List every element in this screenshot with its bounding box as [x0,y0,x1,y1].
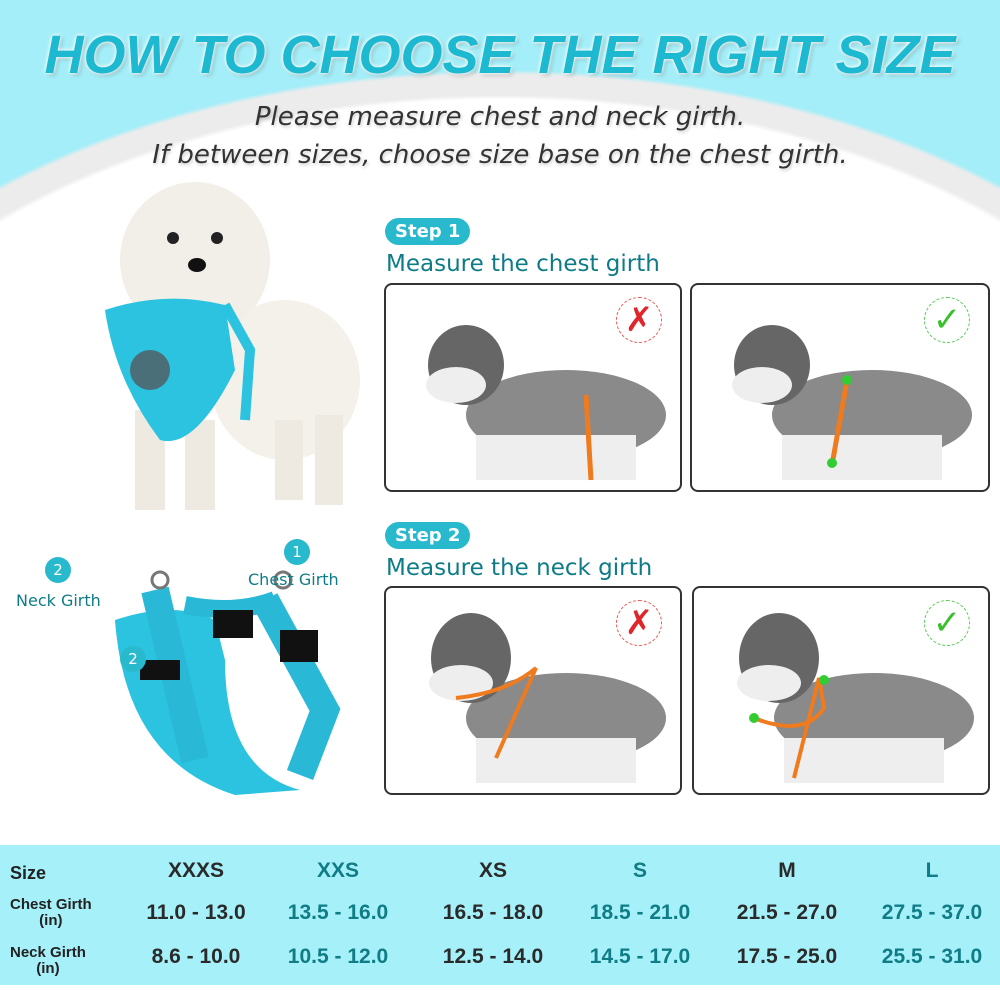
chest-girth-value: 11.0 - 13.0 [146,901,246,924]
neck-girth-value: 17.5 - 25.0 [736,945,838,968]
size-header: S [632,859,647,882]
row-label-size: Size [10,863,47,883]
neck-wrong-panel: ✗ [384,586,682,795]
neck-girth-value: 25.5 - 31.0 [881,945,983,968]
size-header: M [778,859,796,882]
size-header: XXS [316,859,360,882]
size-chart-table: Size Chest Girth (in) Neck Girth (in) XX… [0,845,1000,985]
red-x-icon: ✗ [616,600,662,646]
harness-product-image [115,570,341,795]
chest-girth-value: 18.5 - 21.0 [589,901,691,924]
neck-girth-value: 8.6 - 10.0 [151,945,241,968]
size-header: XXXS [167,859,225,882]
size-header: L [925,859,939,882]
row-label-chest: Chest Girth (in) [10,896,92,929]
neck-girth-value: 14.5 - 17.0 [589,945,691,968]
step-2-heading: Measure the neck girth [386,555,653,581]
chest-girth-value: 13.5 - 16.0 [287,901,389,924]
dog-photo [737,613,974,783]
chest-girth-value: 27.5 - 37.0 [881,901,983,924]
neck-correct-panel: ✓ [692,586,990,795]
step-2-badge: Step 2 [385,522,471,549]
size-header: XS [478,859,507,882]
dog-photo [732,325,972,480]
red-x-icon: ✗ [616,297,662,343]
neck-girth-value: 12.5 - 14.0 [442,945,544,968]
subtitle-line-1: Please measure chest and neck girth. [254,102,746,132]
chest-girth-label: Chest Girth [248,570,339,589]
page-title: HOW TO CHOOSE THE RIGHT SIZE [44,25,956,85]
green-check-icon: ✓ [924,600,970,646]
chest-correct-panel: ✓ [690,283,990,492]
dog-photo [426,325,666,481]
chest-wrong-panel: ✗ [384,283,682,492]
neck-girth-number: 2 [45,557,71,583]
step-1-heading: Measure the chest girth [386,251,660,277]
chest-girth-value: 16.5 - 18.0 [442,901,544,924]
neck-girth-value: 10.5 - 12.0 [287,945,389,968]
chest-girth-value: 21.5 - 27.0 [736,901,838,924]
subtitle-line-2: If between sizes, choose size base on th… [152,140,848,170]
row-label-neck: Neck Girth (in) [10,944,86,977]
dog-photo [429,613,666,783]
neck-marker-number: 2 [120,646,146,672]
step-1-badge: Step 1 [385,218,471,245]
dog-wearing-harness-photo [105,182,360,510]
neck-girth-label: Neck Girth [16,591,101,610]
green-check-icon: ✓ [924,297,970,343]
chest-girth-number: 1 [284,539,310,565]
